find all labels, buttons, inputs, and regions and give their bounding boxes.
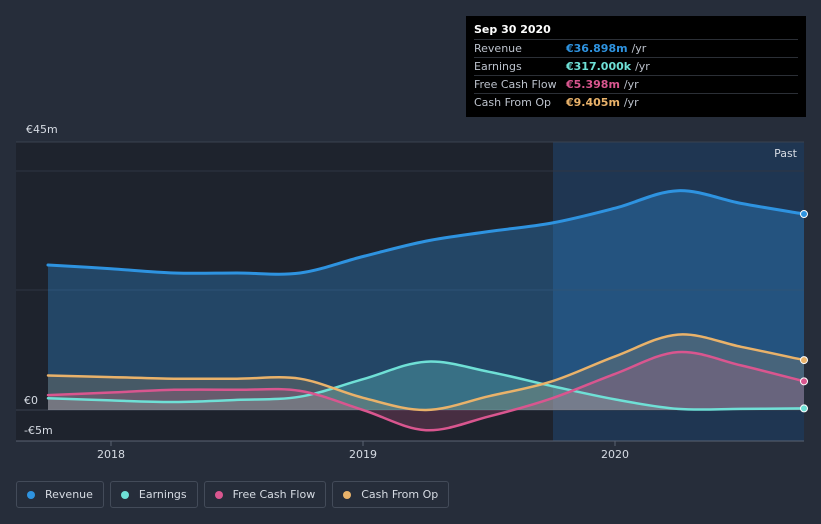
chart-area: €45m €0 -€5m Past 2018 2019 2020 (16, 123, 808, 461)
endpoint-free-cash-flow (800, 377, 808, 386)
legend-item-earnings[interactable]: Earnings (109, 481, 198, 508)
y-tick-label-top: €45m (26, 123, 58, 136)
tooltip-unit: /yr (623, 96, 639, 109)
area-cash-from-op (48, 334, 804, 411)
y-tick-label-bottom: -€5m (24, 424, 53, 437)
tooltip-label: Cash From Op (474, 96, 552, 109)
tooltip-value: €9.405m (566, 96, 620, 109)
tooltip-label: Earnings (474, 60, 522, 73)
area-free-cash-flow (48, 351, 804, 431)
tooltip-unit: /yr (635, 60, 650, 73)
tooltip-value: €36.898m (566, 42, 628, 55)
legend-label: Free Cash Flow (232, 488, 316, 501)
legend-label: Revenue (45, 488, 93, 501)
endpoint-revenue (800, 210, 808, 219)
tooltip-row-free-cash-flow: Free Cash Flow €5.398m /yr (474, 75, 798, 93)
tooltip-value: €5.398m (566, 78, 620, 91)
series-lines (46, 189, 806, 432)
tooltip-label: Revenue (474, 42, 522, 55)
tooltip-unit: /yr (623, 78, 639, 91)
tooltip-row-cash-from-op: Cash From Op €9.405m /yr (474, 93, 798, 111)
x-tick-label-2019: 2019 (349, 448, 377, 461)
legend-dot-icon (120, 490, 129, 499)
tooltip: Sep 30 2020 Revenue €36.898m /yr Earning… (466, 16, 806, 117)
tooltip-label: Free Cash Flow (474, 78, 557, 91)
tooltip-value: €317.000k (566, 60, 632, 73)
legend-dot-icon (343, 490, 352, 499)
legend-label: Earnings (138, 488, 187, 501)
legend-label: Cash From Op (361, 488, 439, 501)
past-label: Past (774, 147, 798, 160)
tooltip-row-earnings: Earnings €317.000k /yr (474, 57, 798, 75)
legend-dot-icon (214, 490, 223, 499)
legend-item-free-cash-flow[interactable]: Free Cash Flow (203, 481, 327, 508)
area-earnings (48, 361, 804, 410)
tooltip-unit: /yr (631, 42, 647, 55)
line-free-cash-flow (46, 350, 806, 432)
x-tick-label-2018: 2018 (97, 448, 125, 461)
line-cash-from-op (46, 333, 806, 412)
legend-dot-icon (27, 490, 35, 499)
legend-item-revenue[interactable]: Revenue (16, 481, 104, 508)
y-tick-label-zero: €0 (24, 394, 38, 407)
tooltip-date: Sep 30 2020 (474, 23, 551, 36)
series-endpoints (800, 210, 808, 413)
tooltip-row-revenue: Revenue €36.898m /yr (474, 39, 798, 57)
x-tick-label-2020: 2020 (601, 448, 629, 461)
legend-item-cash-from-op[interactable]: Cash From Op (332, 481, 450, 508)
line-earnings (46, 360, 806, 411)
x-ticks: 2018 2019 2020 (97, 441, 629, 461)
endpoint-cash-from-op (800, 356, 808, 365)
endpoint-earnings (800, 404, 808, 413)
line-revenue (46, 189, 806, 276)
legend: Revenue Earnings Free Cash Flow Cash Fro… (16, 481, 450, 508)
